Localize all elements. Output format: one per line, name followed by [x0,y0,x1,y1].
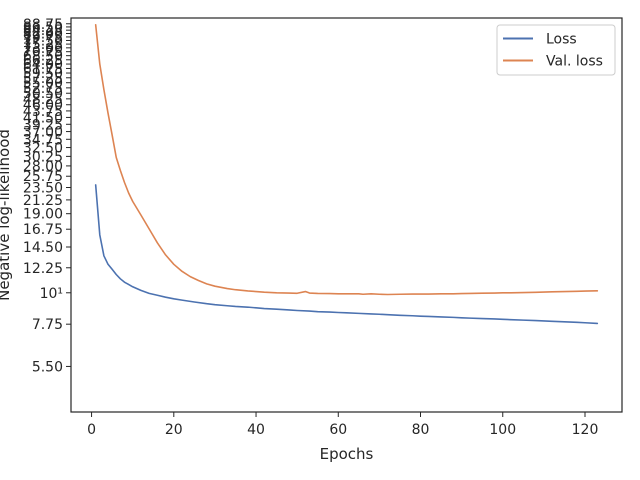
y-tick-label: 70.75 [23,45,63,61]
y-tick-label: 75.25 [23,37,63,53]
plot-area-frame [70,17,623,413]
y-tick-label: 37.00 [23,125,63,141]
y-tick-label: 39.25 [23,117,63,133]
series-line-val-loss [94,24,599,296]
x-tick-label: 80 [412,422,430,438]
y-tick-label: 64.00 [23,57,63,73]
y-axis-ticks: 5.50 7.75 10¹ 12.25 14.50 16.7519.0021.2523.5… [23,17,71,375]
x-tick-label: 60 [329,422,347,438]
y-tick-label: 23.50 [23,180,63,196]
y-tick-label: 5.50 [32,359,63,375]
y-tick-label: 34.75 [23,132,63,148]
y-tick-label: 82.00 [23,27,63,43]
y-tick-label: 12.25 [23,261,63,277]
y-tick-label: 57.25 [23,71,63,87]
x-tick-label: 40 [247,422,265,438]
y-tick-label: 73.00 [23,41,63,57]
y-tick-label: 19.00 [23,207,63,223]
y-tick-label: 55.00 [23,76,63,92]
x-tick-label: 100 [489,422,516,438]
y-tick-label: 59.50 [23,66,63,82]
legend: Loss Val. loss [496,24,616,76]
y-tick-label: 10¹ [40,286,63,302]
y-tick-label: 41.50 [23,110,63,126]
y-tick-label: 14.50 [23,240,63,256]
y-tick-label: 30.25 [23,149,63,165]
y-tick-label: 84.25 [23,23,63,39]
series-layer [94,24,599,325]
legend-label-loss: Loss [546,32,577,48]
y-tick-label: 86.50 [23,20,63,36]
y-tick-label: 88.75 [23,17,63,33]
y-tick-label: 43.75 [23,104,63,120]
y-tick-label: 46.00 [23,98,63,114]
y-tick-label: 68.50 [23,49,63,65]
y-tick-label: 7.75 [32,317,63,333]
y-tick-label: 79.75 [23,30,63,46]
y-tick-label: 50.50 [23,86,63,102]
y-tick-label: 52.75 [23,81,63,97]
y-tick-label: 28.00 [23,159,63,175]
y-tick-label: 21.25 [23,193,63,209]
x-axis-label: Epochs [320,445,374,463]
y-tick-label: 66.25 [23,53,63,69]
x-tick-label: 20 [165,422,183,438]
y-tick-label: 32.50 [23,141,63,157]
y-tick-label: 77.50 [23,33,63,49]
series-line-loss [94,184,599,325]
legend-label-val-loss: Val. loss [546,54,603,70]
y-tick-label: 25.75 [23,169,63,185]
x-tick-label: 120 [572,422,599,438]
y-axis-label: Negative log-likelihood [0,129,13,301]
y-tick-label: 16.75 [23,222,63,238]
y-tick-label: 61.75 [23,61,63,77]
x-tick-label: 0 [87,422,96,438]
x-axis-ticks: 0 20 40 60 80 100 120 [87,412,598,438]
y-tick-label: 48.25 [23,92,63,108]
